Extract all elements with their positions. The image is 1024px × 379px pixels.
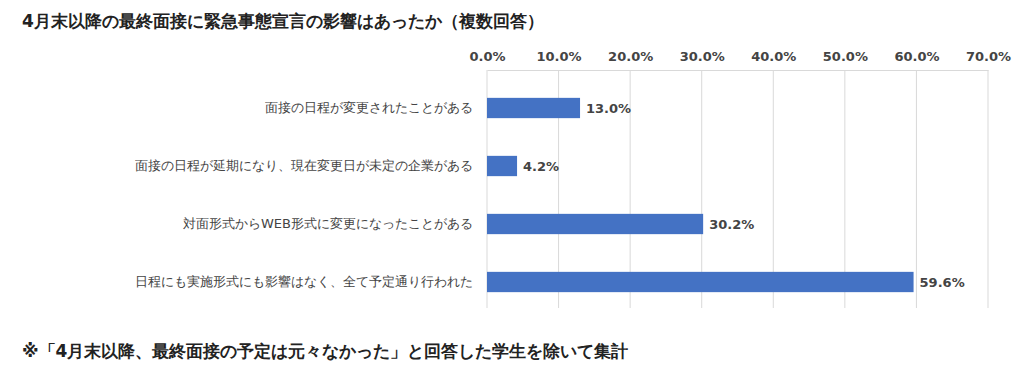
bar — [487, 272, 914, 292]
category-label: 対面形式からWEB形式に変更になったことがある — [183, 216, 473, 231]
footnote: ※「4月末以降、最終面接の予定は元々なかった」と回答した学生を除いて集計 — [22, 341, 628, 361]
data-label: 13.0% — [586, 101, 631, 116]
tick-label: 70.0% — [966, 49, 1011, 64]
tick: 10.0% — [537, 49, 582, 70]
data-label: 4.2% — [523, 159, 559, 174]
tick: 0.0% — [469, 49, 505, 70]
category-label: 面接の日程が変更されたことがある — [265, 100, 473, 115]
tick-label: 20.0% — [608, 49, 653, 64]
title: 4月末以降の最終面接に緊急事態宣言の影響はあったか（複数回答） — [22, 11, 544, 31]
tick-label: 30.0% — [680, 49, 725, 64]
category-label: 日程にも実施形式にも影響はなく、全て予定通り行われた — [135, 274, 473, 289]
tick-label: 40.0% — [751, 49, 796, 64]
data-label: 59.6% — [920, 275, 965, 290]
axis-line — [488, 70, 989, 71]
chart: 4月末以降の最終面接に緊急事態宣言の影響はあったか（複数回答） 0.0% 10.0%… — [0, 0, 1024, 379]
tick: 40.0% — [751, 49, 796, 70]
tick: 70.0% — [966, 49, 1011, 70]
tick: 面接の日程が変更されたことがある — [265, 100, 487, 115]
grid — [487, 70, 988, 308]
bar — [487, 98, 580, 118]
tick-label: 60.0% — [894, 49, 939, 64]
tick-label: 50.0% — [823, 49, 868, 64]
tick: 20.0% — [608, 49, 653, 70]
y-axis: 面接の日程が変更されたことがある面接の日程が延期になり、現在変更日が未定の企業が… — [135, 100, 487, 289]
tick: 50.0% — [823, 49, 868, 70]
tick: 対面形式からWEB形式に変更になったことがある — [183, 216, 487, 231]
tick: 60.0% — [894, 49, 939, 70]
category-label: 面接の日程が延期になり、現在変更日が未定の企業がある — [135, 158, 473, 173]
grid-line — [988, 70, 989, 308]
tick: 面接の日程が延期になり、現在変更日が未定の企業がある — [135, 158, 487, 173]
tick-label: 0.0% — [469, 49, 505, 64]
data-label: 30.2% — [709, 217, 754, 232]
bars — [487, 98, 914, 292]
x-axis: 0.0% 10.0% 20.0% 30.0% 40.0% 50.0% 60.0% 70.0% — [469, 49, 1011, 71]
tick: 日程にも実施形式にも影響はなく、全て予定通り行われた — [135, 274, 487, 289]
tick-label: 10.0% — [537, 49, 582, 64]
grid-line — [916, 70, 917, 308]
data-labels: 13.0% 4.2% 30.2% 59.6% — [523, 101, 965, 290]
tick: 30.0% — [680, 49, 725, 70]
bar — [487, 156, 517, 176]
bar — [487, 214, 703, 234]
